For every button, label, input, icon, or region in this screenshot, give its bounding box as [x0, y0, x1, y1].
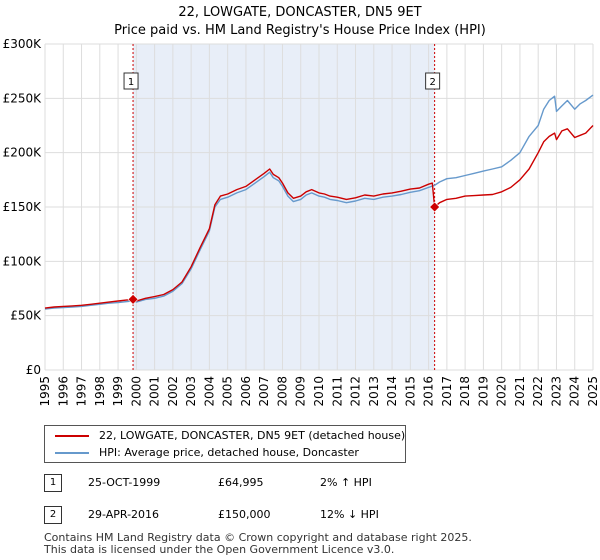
x-tick-label: 2023 — [549, 376, 563, 407]
price-chart: £0 £50K £100K £150K £200K £250K £300K 1995 1996 1… — [3, 37, 600, 407]
y-tick-label: £150K — [3, 200, 43, 214]
series-line-property — [44, 125, 594, 309]
transaction-hpi-diff: 2% ↑ HPI — [320, 476, 372, 489]
x-tick-label: 2015 — [403, 376, 417, 407]
transaction-number: 2 — [44, 506, 62, 524]
x-tick-label: 2005 — [221, 376, 235, 407]
x-tick-label: 2021 — [513, 376, 527, 407]
transaction-row: 2 29-APR-2016 £150,000 12% ↓ HPI — [44, 506, 444, 524]
x-tick-label: 2003 — [184, 376, 198, 407]
x-tick-label: 2012 — [349, 376, 363, 407]
x-tick-label: 2020 — [495, 376, 509, 407]
x-tick-label: 1995 — [38, 376, 52, 407]
sale-marker — [127, 293, 139, 305]
legend-label-property: 22, LOWGATE, DONCASTER, DN5 9ET (detache… — [99, 429, 406, 442]
x-tick-label: 2004 — [202, 376, 216, 407]
y-tick-label: £200K — [3, 146, 43, 160]
x-tick-label: 2019 — [476, 376, 490, 407]
chart-title: 22, LOWGATE, DONCASTER, DN5 9ET — [178, 5, 422, 20]
chart-subtitle: Price paid vs. HM Land Registry's House … — [114, 23, 486, 38]
x-tick-label: 2025 — [586, 376, 600, 407]
x-tick-label: 2002 — [166, 376, 180, 407]
marker-label-box — [123, 72, 139, 90]
x-tick-label: 2006 — [239, 376, 253, 407]
marker-label-box — [425, 72, 441, 90]
marker-label: 1 — [128, 77, 134, 88]
x-tick-label: 2018 — [458, 376, 472, 407]
transaction-hpi-diff: 12% ↓ HPI — [320, 508, 379, 521]
footer-license: This data is licensed under the Open Gov… — [44, 543, 395, 556]
y-tick-label: £0 — [26, 363, 41, 377]
series-line-hpi — [44, 94, 594, 310]
sale-marker — [429, 201, 441, 213]
x-tick-label: 2001 — [148, 376, 162, 407]
transaction-price: £150,000 — [218, 508, 271, 521]
x-tick-label: 2016 — [422, 376, 436, 407]
x-tick-label: 1996 — [56, 376, 70, 407]
y-tick-label: £100K — [3, 254, 43, 268]
legend-swatch-hpi — [55, 452, 89, 454]
legend: 22, LOWGATE, DONCASTER, DN5 9ET (detache… — [44, 425, 406, 463]
x-tick-label: 2009 — [294, 376, 308, 407]
transaction-row: 1 25-OCT-1999 £64,995 2% ↑ HPI — [44, 474, 444, 492]
x-tick-label: 2024 — [568, 376, 582, 407]
x-tick-label: 1999 — [111, 376, 125, 407]
transaction-price: £64,995 — [218, 476, 264, 489]
x-tick-label: 2011 — [330, 376, 344, 407]
legend-swatch-property — [55, 435, 89, 437]
marker-label: 2 — [429, 77, 435, 88]
x-tick-label: 2013 — [367, 376, 381, 407]
x-tick-label: 2022 — [531, 376, 545, 407]
footer-copyright: Contains HM Land Registry data © Crown c… — [44, 531, 472, 544]
transaction-number: 1 — [44, 474, 62, 492]
y-tick-label: £300K — [3, 37, 43, 51]
x-tick-label: 2010 — [312, 376, 326, 407]
y-tick-label: £50K — [10, 309, 42, 323]
x-tick-label: 2014 — [385, 376, 399, 407]
x-tick-label: 2000 — [129, 376, 143, 407]
y-tick-label: £250K — [3, 91, 43, 105]
x-tick-label: 2017 — [440, 376, 454, 407]
x-tick-label: 1998 — [93, 376, 107, 407]
x-tick-label: 2007 — [257, 376, 271, 407]
transaction-date: 29-APR-2016 — [88, 508, 160, 521]
legend-label-hpi: HPI: Average price, detached house, Donc… — [99, 446, 359, 459]
x-tick-label: 1997 — [75, 376, 89, 407]
x-tick-label: 2008 — [275, 376, 289, 407]
transaction-date: 25-OCT-1999 — [88, 476, 161, 489]
